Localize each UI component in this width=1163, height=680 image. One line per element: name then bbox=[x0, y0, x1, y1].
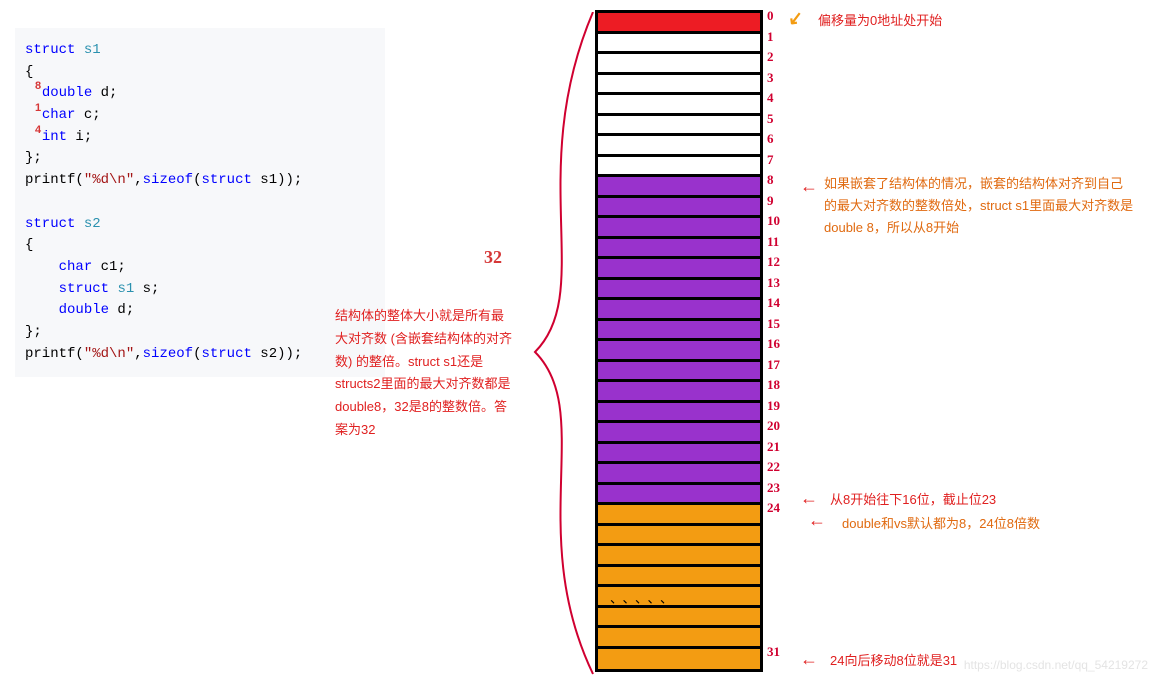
memory-cell-14 bbox=[598, 300, 760, 321]
memory-cell-22 bbox=[598, 464, 760, 485]
memory-cell-19 bbox=[598, 403, 760, 424]
memory-cell-26 bbox=[598, 546, 760, 567]
index-label-23: 23 bbox=[767, 480, 795, 496]
memory-cell-6 bbox=[598, 136, 760, 157]
index-label-22: 22 bbox=[767, 459, 795, 475]
arrow-icon: ← bbox=[800, 488, 818, 509]
index-label-10: 10 bbox=[767, 213, 795, 229]
index-label-24: 24 bbox=[767, 500, 795, 516]
index-label-9: 9 bbox=[767, 193, 795, 209]
index-label-19: 19 bbox=[767, 398, 795, 414]
index-label-14: 14 bbox=[767, 295, 795, 311]
index-label-16: 16 bbox=[767, 336, 795, 352]
memory-cell-31 bbox=[598, 649, 760, 670]
memory-cell-9 bbox=[598, 198, 760, 219]
memory-cell-27 bbox=[598, 567, 760, 588]
index-label-17: 17 bbox=[767, 357, 795, 373]
memory-cell-1 bbox=[598, 34, 760, 55]
ink-annotation-8: 8 bbox=[35, 80, 41, 92]
memory-cell-0 bbox=[598, 13, 760, 34]
memory-cell-4 bbox=[598, 95, 760, 116]
memory-cell-30 bbox=[598, 628, 760, 649]
memory-cell-13 bbox=[598, 280, 760, 301]
memory-cell-11 bbox=[598, 239, 760, 260]
memory-cell-23 bbox=[598, 485, 760, 506]
ink-annotation-4: 4 bbox=[35, 124, 41, 136]
index-label-15: 15 bbox=[767, 316, 795, 332]
index-label-4: 4 bbox=[767, 90, 795, 106]
ink-annotation-32: 32 bbox=[484, 247, 502, 268]
note-24: double和vs默认都为8，24位8倍数 bbox=[842, 513, 1092, 535]
memory-cell-8 bbox=[598, 177, 760, 198]
arrow-icon: ← bbox=[800, 176, 818, 197]
memory-cell-21 bbox=[598, 444, 760, 465]
index-label-8: 8 bbox=[767, 172, 795, 188]
brace-sketch bbox=[505, 12, 600, 676]
note-23: 从8开始往下16位，截止位23 bbox=[830, 489, 996, 512]
arrow-icon: ← bbox=[808, 510, 826, 531]
memory-cell-24 bbox=[598, 505, 760, 526]
arrow-icon: ← bbox=[800, 649, 818, 670]
memory-cell-29 bbox=[598, 608, 760, 629]
memory-cell-20 bbox=[598, 423, 760, 444]
memory-cell-16 bbox=[598, 341, 760, 362]
memory-cell-25 bbox=[598, 526, 760, 547]
memory-cell-10 bbox=[598, 218, 760, 239]
memory-cell-18 bbox=[598, 382, 760, 403]
index-label-2: 2 bbox=[767, 49, 795, 65]
memory-cell-3 bbox=[598, 75, 760, 96]
ink-annotation-1: 1 bbox=[35, 102, 41, 114]
memory-cell-17 bbox=[598, 362, 760, 383]
index-label-7: 7 bbox=[767, 152, 795, 168]
memory-cell-15 bbox=[598, 321, 760, 342]
code-block: struct s1 { double d; char c; int i; }; … bbox=[15, 28, 385, 377]
index-label-1: 1 bbox=[767, 29, 795, 45]
index-label-5: 5 bbox=[767, 111, 795, 127]
note-nested: 如果嵌套了结构体的情况，嵌套的结构体对齐到自己的最大对齐数的整数倍处，struc… bbox=[824, 173, 1134, 239]
index-label-6: 6 bbox=[767, 131, 795, 147]
memory-cell-2 bbox=[598, 54, 760, 75]
note-total-size: 结构体的整体大小就是所有最大对齐数 (含嵌套结构体的对齐数) 的整倍。struc… bbox=[335, 305, 515, 442]
memory-cell-7 bbox=[598, 157, 760, 178]
index-label-31: 31 bbox=[767, 644, 795, 660]
index-label-20: 20 bbox=[767, 418, 795, 434]
index-label-11: 11 bbox=[767, 234, 795, 250]
note-offset0: 偏移量为0地址处开始 bbox=[818, 10, 942, 33]
index-label-12: 12 bbox=[767, 254, 795, 270]
memory-cell-5 bbox=[598, 116, 760, 137]
index-label-3: 3 bbox=[767, 70, 795, 86]
memory-cell-12 bbox=[598, 259, 760, 280]
index-label-18: 18 bbox=[767, 377, 795, 393]
index-label-13: 13 bbox=[767, 275, 795, 291]
memory-diagram bbox=[595, 10, 763, 672]
watermark: https://blog.csdn.net/qq_54219272 bbox=[964, 658, 1148, 672]
arrow-icon: ↙ bbox=[787, 7, 805, 30]
index-label-21: 21 bbox=[767, 439, 795, 455]
sketch-marks: 、、、、、 bbox=[610, 588, 679, 607]
note-31: 24向后移动8位就是31 bbox=[830, 650, 957, 673]
